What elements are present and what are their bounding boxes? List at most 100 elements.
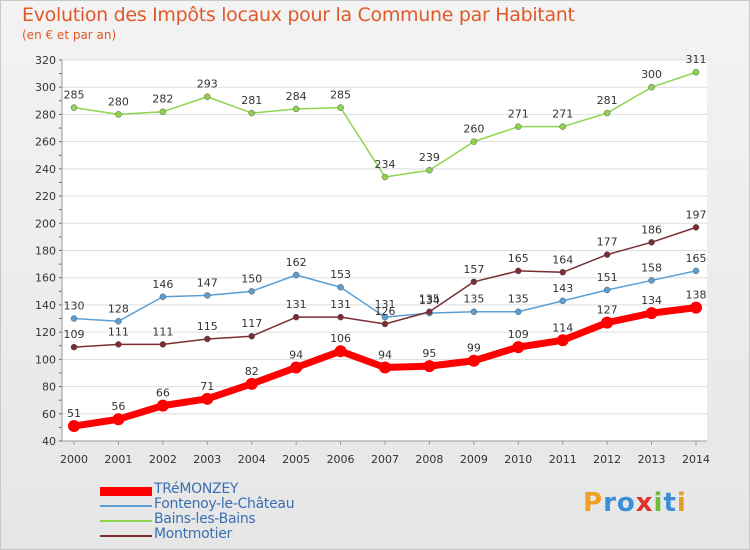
x-tick-label: 2014: [682, 453, 710, 466]
data-point: [470, 308, 478, 315]
data-label: 135: [419, 293, 440, 306]
data-label: 82: [245, 365, 259, 378]
data-point: [603, 251, 611, 258]
data-label: 293: [197, 78, 218, 91]
data-point: [690, 301, 702, 314]
data-label: 280: [108, 95, 129, 108]
data-point: [159, 293, 167, 301]
data-point: [692, 267, 700, 275]
data-point: [334, 345, 347, 358]
data-label: 165: [686, 252, 707, 265]
data-point: [603, 286, 611, 294]
y-tick-label: 260: [35, 136, 56, 149]
data-label: 285: [330, 89, 351, 102]
data-point: [292, 313, 300, 321]
data-point: [70, 104, 78, 111]
data-point: [115, 111, 122, 118]
data-label: 126: [375, 305, 396, 318]
data-label: 284: [286, 90, 307, 103]
data-label: 127: [597, 304, 618, 317]
data-label: 197: [686, 208, 707, 221]
data-label: 94: [378, 349, 392, 362]
data-label: 271: [508, 108, 529, 121]
y-tick-label: 80: [42, 381, 56, 394]
data-point: [423, 360, 436, 373]
y-tick-label: 280: [35, 108, 56, 121]
data-point: [426, 166, 433, 174]
data-label: 99: [467, 342, 481, 355]
data-point: [645, 307, 658, 320]
x-tick-label: 2007: [371, 453, 399, 466]
data-label: 234: [375, 158, 396, 171]
data-label: 311: [686, 53, 707, 66]
data-point: [292, 105, 300, 113]
data-label: 260: [463, 123, 484, 136]
data-point: [248, 109, 255, 117]
data-point: [559, 123, 566, 130]
legend-label: Montmotier: [154, 526, 232, 542]
data-label: 128: [108, 302, 129, 315]
data-point: [70, 343, 78, 351]
x-tick-label: 2004: [238, 453, 266, 466]
data-label: 285: [64, 89, 85, 102]
data-point: [648, 83, 655, 91]
x-tick-label: 2012: [593, 453, 621, 466]
data-label: 130: [64, 300, 85, 313]
data-label: 157: [463, 263, 484, 276]
data-label: 281: [241, 94, 262, 107]
data-point: [603, 109, 611, 117]
legend-label: Bains-les-Bains: [154, 511, 256, 527]
legend-label: Fontenoy-le-Château: [154, 496, 295, 512]
legend-swatch: [100, 535, 152, 537]
data-point: [156, 399, 169, 412]
data-point: [470, 278, 478, 286]
data-point: [692, 224, 700, 231]
data-point: [290, 361, 303, 374]
data-label: 134: [641, 294, 662, 307]
data-label: 106: [330, 332, 351, 345]
data-point: [601, 316, 614, 329]
data-point: [159, 108, 167, 115]
proxiti-logo: Proxiti: [583, 488, 687, 518]
x-tick-label: 2002: [149, 453, 177, 466]
x-tick-label: 2006: [327, 453, 355, 466]
x-tick-label: 2010: [504, 453, 532, 466]
data-label: 158: [641, 261, 662, 274]
y-tick-label: 240: [35, 163, 56, 176]
x-tick-label: 2005: [282, 453, 310, 466]
data-label: 111: [152, 325, 173, 338]
data-label: 186: [641, 223, 662, 236]
data-point: [204, 335, 211, 343]
data-point: [559, 269, 566, 276]
data-label: 94: [289, 349, 303, 362]
data-label: 134: [419, 294, 440, 307]
x-tick-label: 2013: [638, 453, 666, 466]
data-label: 143: [552, 282, 573, 295]
y-tick-label: 140: [35, 299, 56, 312]
data-label: 153: [330, 268, 351, 281]
data-label: 138: [686, 289, 707, 302]
data-point: [201, 392, 214, 405]
data-point: [70, 315, 78, 322]
data-point: [515, 308, 522, 315]
chart-title: Evolution des Impôts locaux pour la Comm…: [22, 4, 575, 26]
data-label: 177: [597, 236, 618, 249]
data-point: [115, 318, 122, 325]
legend-swatch: [100, 505, 152, 507]
x-tick-label: 2001: [104, 453, 132, 466]
y-tick-label: 40: [42, 435, 56, 448]
y-tick-label: 120: [35, 326, 56, 339]
data-point: [292, 271, 300, 279]
data-label: 147: [197, 276, 218, 289]
data-label: 111: [108, 325, 129, 338]
data-point: [337, 283, 344, 291]
data-point: [379, 361, 391, 374]
data-point: [245, 377, 258, 390]
data-point: [204, 93, 211, 100]
chart-subtitle: (en € et par an): [22, 28, 117, 42]
data-point: [692, 68, 700, 76]
data-point: [381, 173, 389, 181]
data-point: [248, 332, 255, 340]
data-label: 71: [200, 380, 214, 393]
